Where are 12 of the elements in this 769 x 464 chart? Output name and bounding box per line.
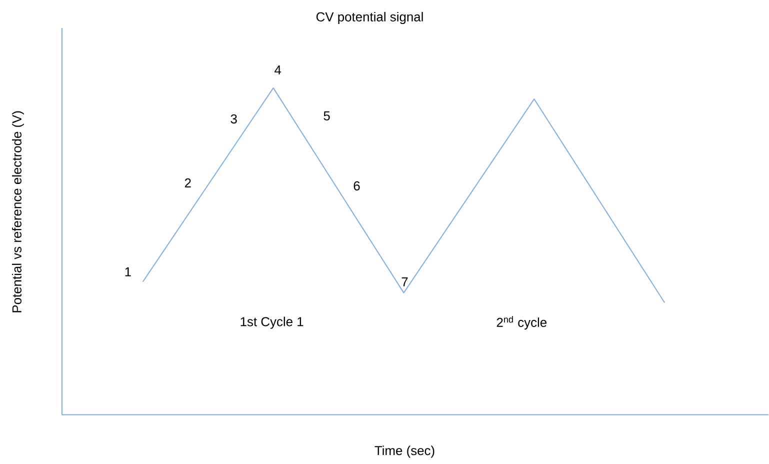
annotation: 1st Cycle 1 — [240, 316, 304, 329]
chart-title: CV potential signal — [316, 12, 423, 24]
annotation: 5 — [324, 112, 330, 121]
annotation: 1 — [125, 268, 131, 276]
y-axis-title: Potential vs reference electrode (V) — [12, 111, 24, 312]
annotation: 6 — [354, 181, 360, 191]
x-axis-title: Time (sec) — [374, 446, 434, 458]
text: 4 — [274, 66, 282, 75]
annotation: 3 — [230, 114, 237, 124]
annotation: 7 — [402, 278, 408, 286]
annotation: 2 — [184, 178, 191, 188]
annotation: 2$^{nd}$ cycle — [496, 316, 547, 330]
